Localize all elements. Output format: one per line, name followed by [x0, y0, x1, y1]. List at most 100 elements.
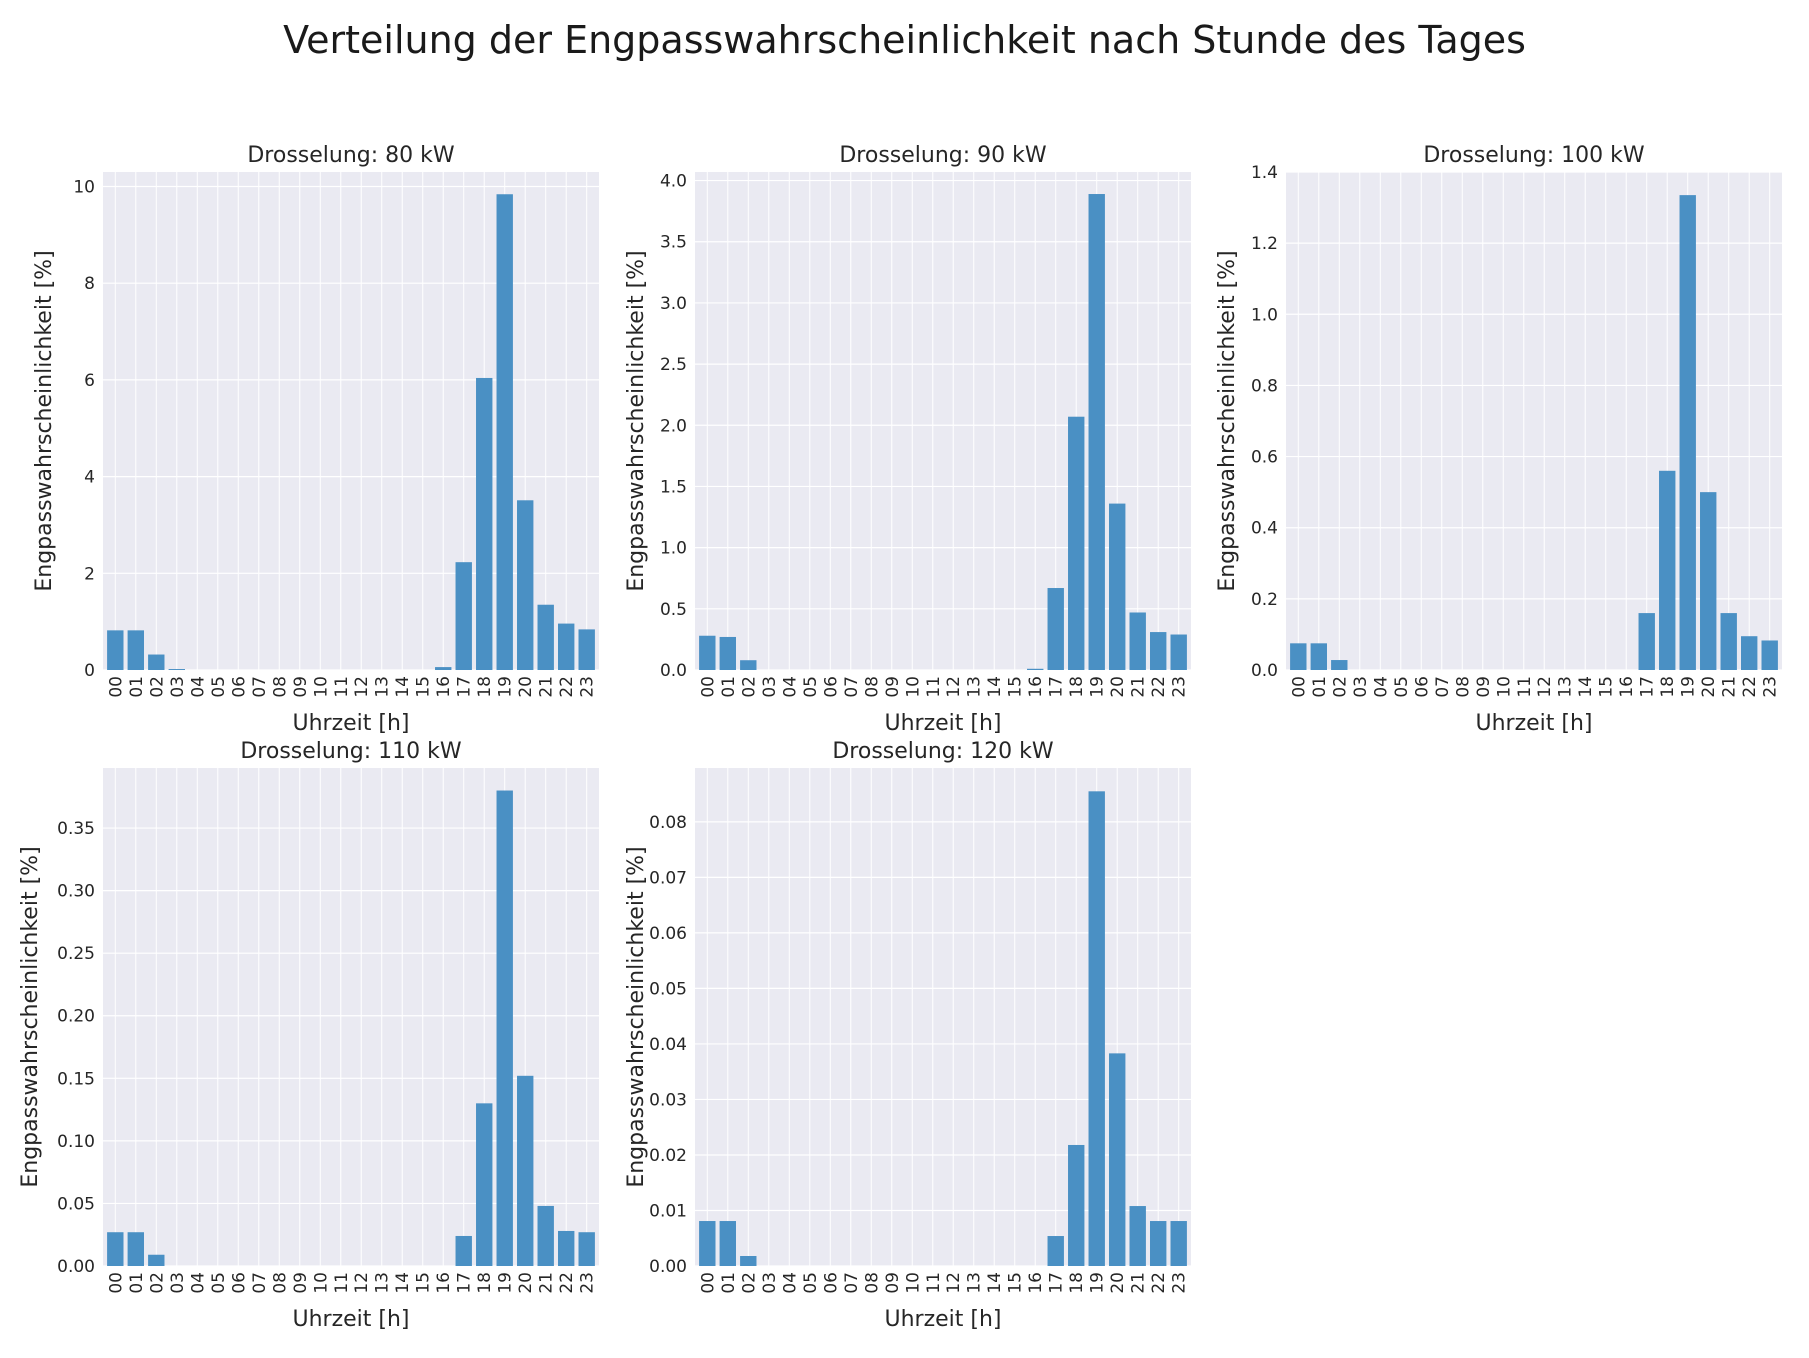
y-tick-label: 0.15: [57, 1069, 95, 1089]
x-tick-label: 00: [1289, 676, 1309, 698]
bar-17: [1638, 613, 1655, 670]
subplot-title: Drosselung: 80 kW: [247, 143, 455, 168]
x-tick-label: 06: [229, 676, 249, 698]
x-tick-label: 19: [1088, 1272, 1108, 1294]
x-axis-label: Uhrzeit [h]: [292, 711, 409, 736]
x-tick-label: 12: [944, 676, 964, 698]
bar-02: [740, 660, 757, 670]
x-tick-label: 02: [1330, 676, 1350, 698]
x-tick-label: 12: [352, 1272, 372, 1294]
bar-20: [517, 1075, 534, 1266]
x-tick-label: 09: [883, 676, 903, 698]
x-tick-label: 01: [127, 1272, 147, 1294]
bar-01: [719, 636, 736, 670]
y-tick-label: 0.07: [649, 868, 687, 888]
x-tick-label: 16: [434, 676, 454, 698]
y-tick-label: 0.5: [660, 600, 687, 620]
subplot-3: 0.0 0.2 0.4 0.6 0.8 1.0 1.2 1.4 00 01 02 03 04 05 06 07…: [1215, 143, 1782, 736]
y-tick-label: 1.5: [660, 477, 687, 497]
subplot-title: Drosselung: 100 kW: [1423, 143, 1645, 168]
y-tick-label: 0.06: [649, 924, 687, 944]
x-tick-label: 15: [414, 676, 434, 698]
x-tick-label: 16: [1026, 676, 1046, 698]
x-tick-label: 19: [1088, 676, 1108, 698]
x-tick-label: 02: [147, 1272, 167, 1294]
x-tick-label: 15: [1006, 676, 1026, 698]
x-tick-label: 04: [780, 676, 800, 698]
x-tick-label: 13: [965, 1272, 985, 1294]
x-tick-label: 14: [985, 676, 1005, 698]
x-tick-label: 06: [821, 676, 841, 698]
x-tick-label: 01: [719, 1272, 739, 1294]
bar-02: [148, 1254, 165, 1266]
bar-00: [107, 630, 124, 670]
x-tick-label: 08: [862, 1272, 882, 1294]
y-tick-label: 0.08: [649, 813, 687, 833]
x-tick-label: 09: [291, 676, 311, 698]
bar-21: [1129, 612, 1146, 670]
y-tick-label: 0.35: [57, 819, 95, 839]
x-tick-label: 05: [209, 676, 229, 698]
x-tick-label: 23: [1761, 676, 1781, 698]
x-tick-label: 07: [842, 676, 862, 698]
x-tick-label: 18: [1067, 1272, 1087, 1294]
x-tick-label: 01: [1310, 676, 1330, 698]
y-tick-label: 0.4: [1251, 519, 1278, 539]
subplot-title: Drosselung: 120 kW: [832, 739, 1054, 764]
y-tick-label: 3.0: [660, 294, 687, 314]
x-tick-label: 11: [332, 676, 352, 698]
x-tick-label: 05: [801, 1272, 821, 1294]
x-tick-label: 19: [496, 1272, 516, 1294]
x-tick-label: 06: [1412, 676, 1432, 698]
y-tick-label: 0.0: [1251, 661, 1278, 681]
bar-19: [496, 790, 513, 1266]
x-tick-label: 10: [903, 676, 923, 698]
y-tick-label: 0.6: [1251, 448, 1278, 468]
plot-area: [695, 172, 1191, 670]
bar-03: [168, 669, 185, 670]
y-tick-label: 6: [84, 371, 95, 391]
bar-18: [1068, 416, 1085, 670]
y-tick-label: 0.10: [57, 1132, 95, 1152]
bar-18: [1659, 470, 1676, 670]
x-tick-label: 18: [475, 676, 495, 698]
y-tick-label: 0.25: [57, 944, 95, 964]
x-tick-label: 16: [434, 1272, 454, 1294]
x-tick-label: 02: [739, 676, 759, 698]
bar-20: [1700, 492, 1717, 670]
x-tick-label: 23: [578, 676, 598, 698]
y-tick-label: 1.2: [1251, 234, 1278, 254]
x-tick-label: 14: [393, 1272, 413, 1294]
y-tick-label: 1.0: [1251, 305, 1278, 325]
y-tick-label: 2: [84, 564, 95, 584]
x-tick-label: 22: [557, 676, 577, 698]
x-tick-label: 04: [188, 1272, 208, 1294]
x-tick-label: 21: [1129, 676, 1149, 698]
y-tick-label: 8: [84, 274, 95, 294]
x-tick-label: 20: [1108, 676, 1128, 698]
x-tick-label: 08: [270, 1272, 290, 1294]
bar-01: [127, 630, 144, 670]
y-tick-label: 0.03: [649, 1090, 687, 1110]
bar-17: [1047, 588, 1064, 670]
bar-01: [1310, 643, 1327, 670]
y-tick-label: 0.2: [1251, 590, 1278, 610]
x-tick-label: 16: [1026, 1272, 1046, 1294]
x-tick-label: 15: [414, 1272, 434, 1294]
x-tick-label: 14: [985, 1272, 1005, 1294]
x-tick-label: 23: [1170, 1272, 1190, 1294]
bar-23: [1170, 634, 1187, 670]
x-tick-label: 10: [1494, 676, 1514, 698]
x-tick-label: 03: [1351, 676, 1371, 698]
y-axis-label: Engpasswahrscheinlichkeit [%]: [1215, 250, 1240, 591]
x-tick-label: 11: [924, 1272, 944, 1294]
x-tick-label: 08: [1453, 676, 1473, 698]
x-tick-label: 02: [739, 1272, 759, 1294]
x-tick-label: 05: [1392, 676, 1412, 698]
x-tick-label: 02: [147, 676, 167, 698]
plot-area: [695, 768, 1191, 1266]
bar-21: [537, 604, 554, 670]
figure-title: Verteilung der Engpasswahrscheinlichkeit…: [283, 18, 1526, 62]
